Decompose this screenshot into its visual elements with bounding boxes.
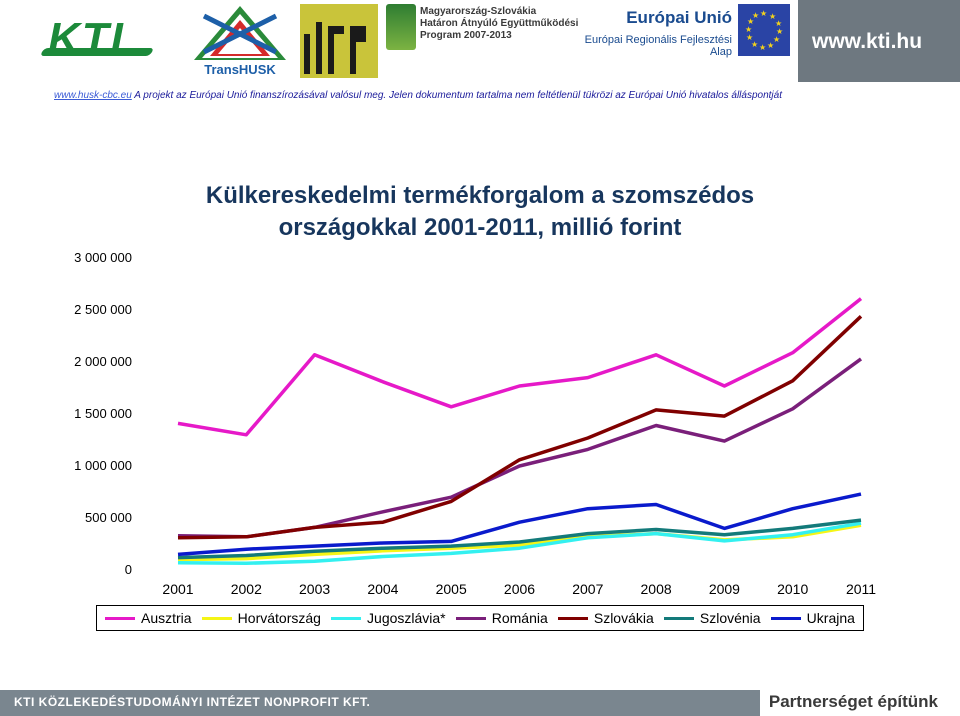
- legend-label: Ukrajna: [806, 610, 855, 626]
- series-line-szlovénia: [177, 518, 862, 560]
- hu-sk-program-logo: Magyarország-Szlovákia Határon Átnyúló E…: [386, 4, 578, 76]
- chart-title-line2: országokkal 2001-2011, millió forint: [278, 214, 682, 241]
- kti-logo: KTI: [39, 14, 155, 64]
- series-line-ukrajna: [177, 492, 862, 557]
- footer-slogan: Partnerséget építünk: [768, 692, 938, 711]
- legend-swatch: [663, 616, 694, 620]
- series-line-jugoszlávia: [177, 521, 862, 566]
- legend-swatch: [557, 616, 588, 620]
- chart-title: Külkereskedelmi termékforgalom a szomszé…: [150, 180, 810, 244]
- footer-slogan-area: Partnerséget építünk: [760, 690, 960, 716]
- husk-cbc-link[interactable]: www.husk-cbc.eu: [54, 90, 132, 101]
- legend-swatch: [770, 616, 801, 620]
- legend-label: Horvátország: [237, 610, 321, 626]
- x-tick-label: 2009: [709, 581, 740, 597]
- legend-swatch: [201, 616, 232, 620]
- legend-label: Románia: [491, 610, 548, 626]
- disclaimer-text: A projekt az Európai Unió finanszírozásá…: [134, 90, 782, 101]
- y-tick-label: 0: [125, 562, 132, 577]
- legend-label: Szlovákia: [593, 610, 654, 626]
- legend-item: Horvátország: [201, 610, 321, 626]
- legend-item: Szlovákia: [557, 610, 654, 626]
- x-tick-label: 2005: [436, 581, 467, 597]
- y-tick-label: 2 000 000: [74, 354, 132, 369]
- legend-swatch: [105, 616, 135, 620]
- header-logos: KTI TransHUSK Magyarország-Szlovákia Hat…: [0, 0, 960, 82]
- legend-label: Szlovénia: [699, 610, 761, 626]
- hu-sk-flag-icon: [386, 4, 416, 50]
- x-tick-label: 2004: [367, 581, 398, 597]
- x-tick-label: 2007: [572, 581, 603, 597]
- transhusk-label: TransHUSK: [204, 62, 276, 77]
- y-tick-label: 3 000 000: [74, 250, 132, 265]
- y-tick-label: 1 000 000: [74, 458, 132, 473]
- legend-label: Ausztria: [141, 610, 192, 626]
- x-tick-label: 2010: [777, 581, 808, 597]
- footer-bar: KTI KÖZLEKEDÉSTUDOMÁNYI INTÉZET NONPROFI…: [0, 690, 760, 716]
- y-tick-label: 2 500 000: [74, 302, 132, 317]
- x-tick-label: 2008: [641, 581, 672, 597]
- eu-flag-icon: ★ ★ ★ ★ ★ ★ ★ ★ ★ ★ ★ ★: [738, 4, 790, 56]
- transhusk-logo: TransHUSK: [190, 4, 290, 80]
- x-tick-label: 2003: [299, 581, 330, 597]
- series-line-ausztria: [177, 297, 863, 437]
- eu-fund-text: Európai Unió Európai Regionális Fejleszt…: [584, 8, 732, 58]
- kti-web-banner: www.kti.hu: [798, 0, 960, 82]
- legend-item: Szlovénia: [663, 610, 761, 626]
- legend-label: Jugoszlávia*: [367, 610, 446, 626]
- legend-item: Ukrajna: [770, 610, 855, 626]
- ifp-logo: [300, 4, 378, 78]
- series-line-szlovákia: [177, 315, 863, 540]
- legend-item: Jugoszlávia*: [331, 610, 446, 626]
- y-tick-label: 500 000: [85, 510, 132, 525]
- legend-item: Ausztria: [105, 610, 192, 626]
- legend-swatch: [455, 616, 486, 620]
- legend-swatch: [331, 616, 362, 620]
- x-tick-label: 2001: [162, 581, 193, 597]
- x-tick-label: 2002: [231, 581, 262, 597]
- funding-disclaimer: www.husk-cbc.eu A projekt az Európai Uni…: [54, 90, 782, 101]
- footer-institute: KTI KÖZLEKEDÉSTUDOMÁNYI INTÉZET NONPROFI…: [14, 695, 371, 709]
- x-tick-label: 2011: [846, 581, 876, 597]
- x-tick-label: 2006: [504, 581, 535, 597]
- kti-url[interactable]: www.kti.hu: [812, 30, 923, 53]
- chart-legend: Ausztria Horvátország Jugoszlávia* Románia S…: [96, 605, 864, 631]
- legend-item: Románia: [455, 610, 548, 626]
- y-tick-label: 1 500 000: [74, 406, 132, 421]
- chart-title-line1: Külkereskedelmi termékforgalom a szomszé…: [205, 182, 755, 209]
- transhusk-emblem-icon: [194, 6, 286, 60]
